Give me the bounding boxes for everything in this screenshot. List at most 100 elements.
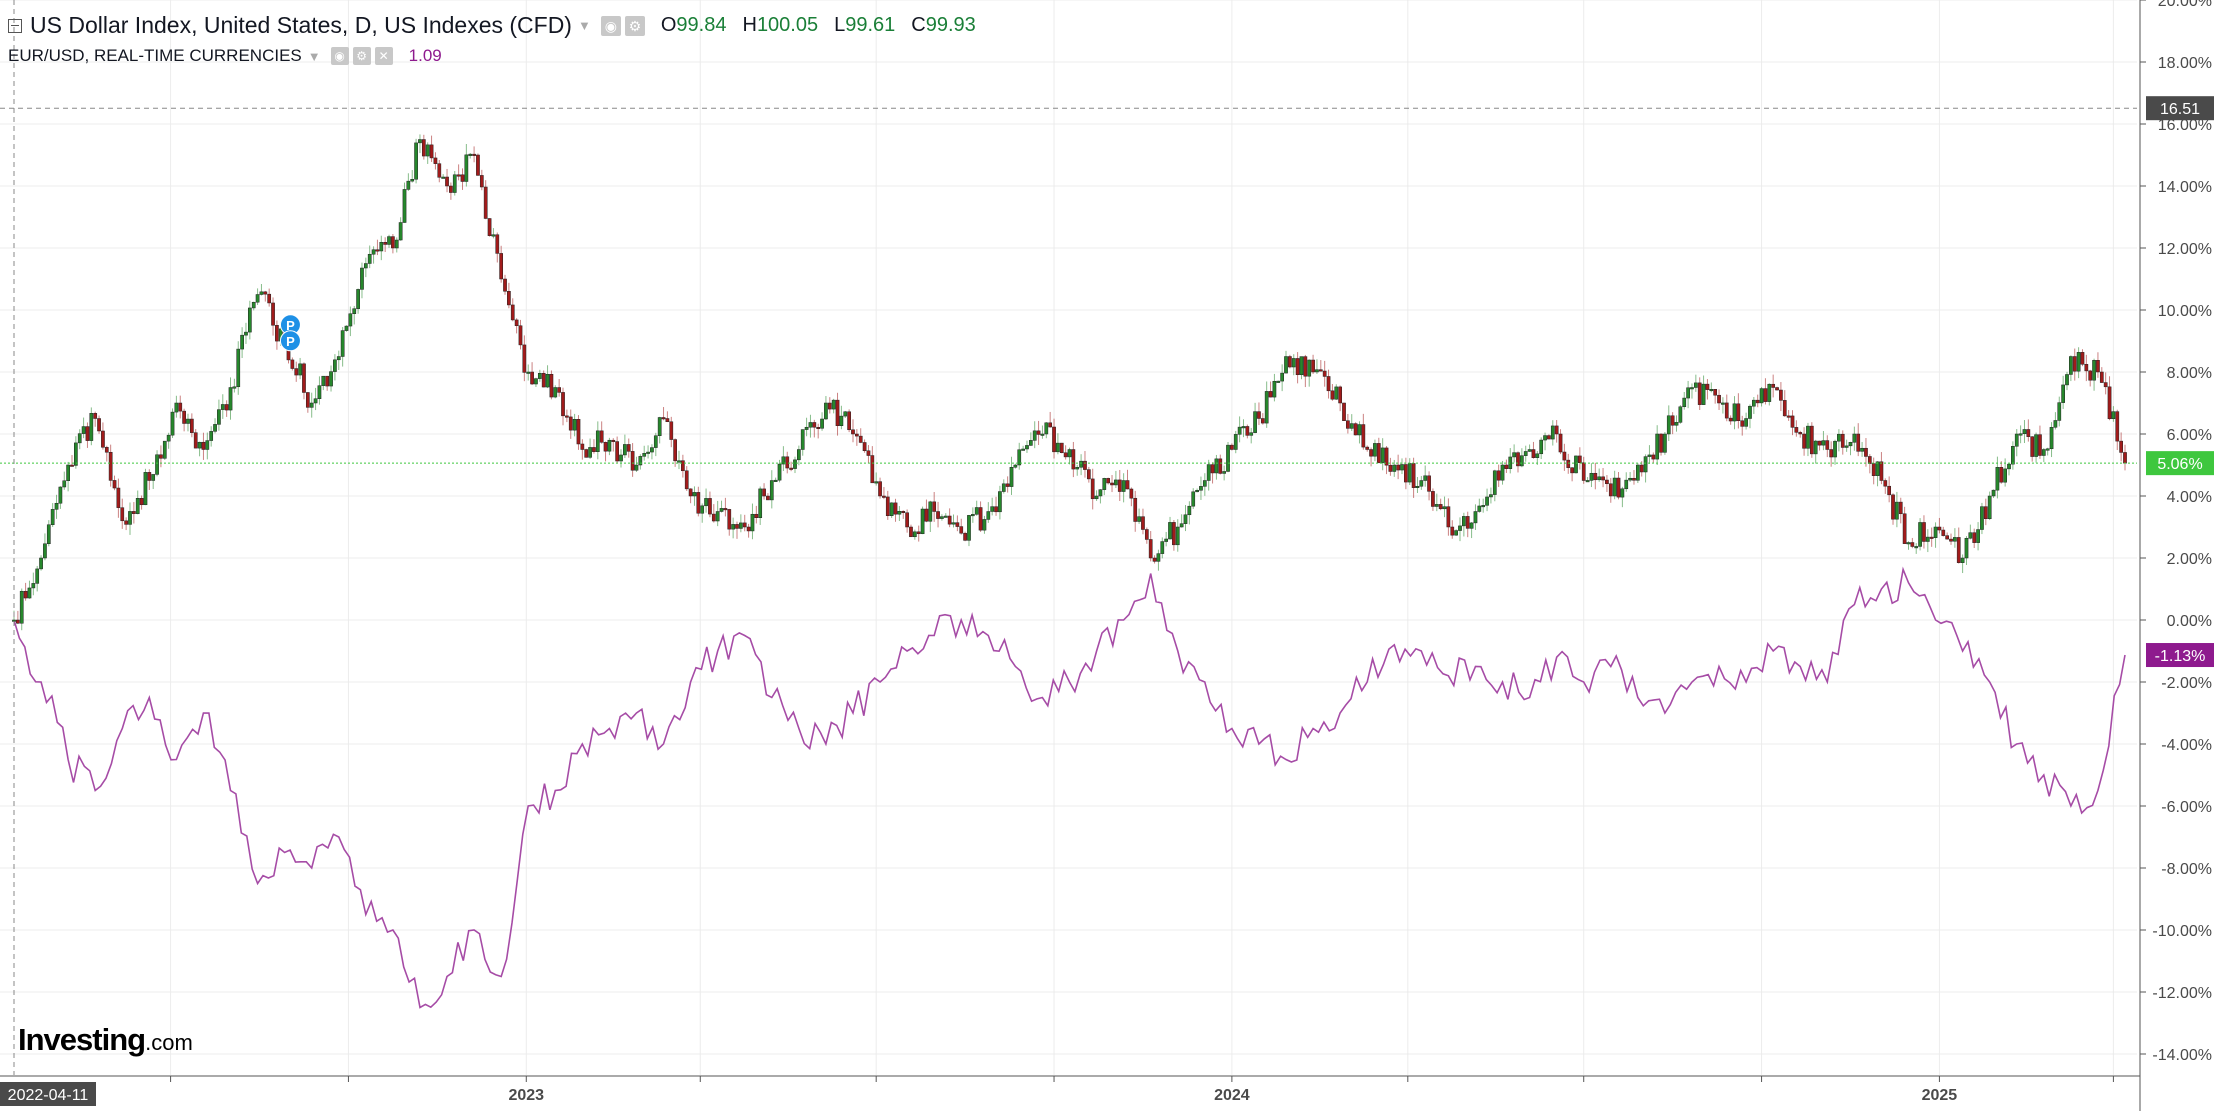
candle-up: [537, 369, 542, 382]
candle-body: [588, 447, 592, 458]
chevron-down-icon[interactable]: ▼: [577, 18, 591, 33]
candle-body: [1833, 440, 1837, 458]
main-series-title[interactable]: US Dollar Index, United States, D, US In…: [30, 12, 572, 38]
candle-body: [889, 502, 894, 517]
candle-down: [2026, 419, 2031, 442]
event-marker[interactable]: PP: [279, 314, 301, 352]
candle-body: [2119, 440, 2123, 453]
candle-down: [1295, 352, 1300, 384]
candle-up: [943, 513, 948, 518]
candle-up: [642, 445, 647, 461]
candle-body: [375, 249, 380, 252]
candle-down: [1554, 420, 1559, 443]
candle-up: [1964, 536, 1969, 566]
candle-down: [1717, 389, 1721, 410]
candle-down: [669, 416, 674, 448]
candle-body: [1021, 448, 1025, 451]
candle-down: [1775, 386, 1779, 391]
candle-body: [1724, 402, 1729, 419]
candle-down: [1052, 418, 1056, 459]
candle-up: [1473, 504, 1478, 530]
candle-body: [77, 433, 82, 444]
candle-body: [2096, 360, 2100, 373]
candle-up: [46, 520, 51, 547]
candle-body: [561, 392, 565, 417]
visibility-eye-icon[interactable]: ◉: [600, 15, 621, 36]
candle-body: [1980, 506, 1984, 530]
close-icon[interactable]: ✕: [374, 47, 393, 65]
candle-body: [201, 441, 206, 450]
candle-body: [1063, 452, 1068, 458]
candle-down: [1922, 515, 1926, 549]
candle-up: [54, 494, 59, 519]
candle-body: [1168, 522, 1172, 540]
candle-body: [1523, 451, 1528, 456]
candle-down: [1871, 457, 1876, 485]
candle-up: [1500, 460, 1505, 485]
candle-up: [333, 354, 337, 381]
candle-up: [1744, 412, 1748, 430]
candle-body: [653, 435, 658, 448]
candle-down: [947, 508, 952, 528]
candle-up: [1423, 465, 1428, 487]
candle-body: [499, 253, 504, 280]
candle-body: [885, 496, 890, 517]
candle-body: [89, 413, 94, 441]
candle-down: [959, 518, 964, 535]
crosshair-price-badge-text: 16.51: [2160, 101, 2200, 118]
eurusd-line: [13, 566, 2126, 1009]
candle-up: [1767, 383, 1772, 406]
candle-down: [1809, 422, 1814, 458]
candle-down: [1713, 389, 1718, 404]
candle-body: [1094, 495, 1099, 500]
candle-body: [2072, 356, 2077, 372]
candle-body: [383, 242, 388, 245]
chevron-down-icon[interactable]: ▼: [307, 48, 321, 64]
candle-body: [1574, 455, 1578, 474]
candle-body: [101, 430, 105, 448]
candle-up: [329, 365, 333, 392]
candle-body: [1342, 402, 1346, 421]
candle-body: [866, 450, 871, 456]
candle-down: [1547, 434, 1551, 440]
candle-up: [1202, 473, 1207, 496]
candle-body: [603, 442, 608, 452]
candle-up: [1299, 356, 1304, 380]
open-value: O99.84: [660, 14, 727, 36]
candle-down: [816, 423, 821, 439]
candle-body: [1322, 370, 1327, 377]
candle-up: [777, 459, 782, 483]
candle-body: [855, 433, 859, 437]
candle-body: [116, 487, 121, 508]
candle-up: [1272, 373, 1277, 402]
candle-body: [1844, 445, 1849, 448]
candle-body: [1837, 433, 1841, 442]
gear-icon[interactable]: ⚙: [352, 47, 371, 65]
candle-up: [1013, 463, 1018, 469]
candle-body: [139, 498, 144, 506]
candle-down: [456, 164, 461, 181]
candle-down: [858, 428, 863, 444]
visibility-eye-icon[interactable]: ◉: [330, 47, 349, 65]
candle-body: [197, 441, 202, 449]
candle-body: [2014, 433, 2019, 447]
candle-body: [1458, 525, 1462, 531]
candle-down: [1898, 497, 1903, 524]
compare-series-title[interactable]: EUR/USD, REAL-TIME CURRENCIES: [8, 46, 302, 65]
candle-body: [1446, 506, 1451, 528]
candle-down: [116, 478, 121, 518]
candle-up: [1469, 522, 1474, 539]
candle-down: [1786, 410, 1791, 421]
candle-body: [1898, 501, 1903, 515]
candle-up: [588, 438, 592, 459]
gear-icon[interactable]: ⚙: [624, 15, 645, 36]
candle-up: [298, 357, 302, 380]
candle-down: [1396, 454, 1400, 480]
candle-body: [824, 402, 828, 420]
candle-up: [344, 325, 349, 332]
candle-body: [2069, 356, 2073, 375]
collapse-legend-icon[interactable]: [8, 18, 22, 33]
candle-up: [2049, 422, 2054, 458]
candle-body: [398, 222, 403, 241]
